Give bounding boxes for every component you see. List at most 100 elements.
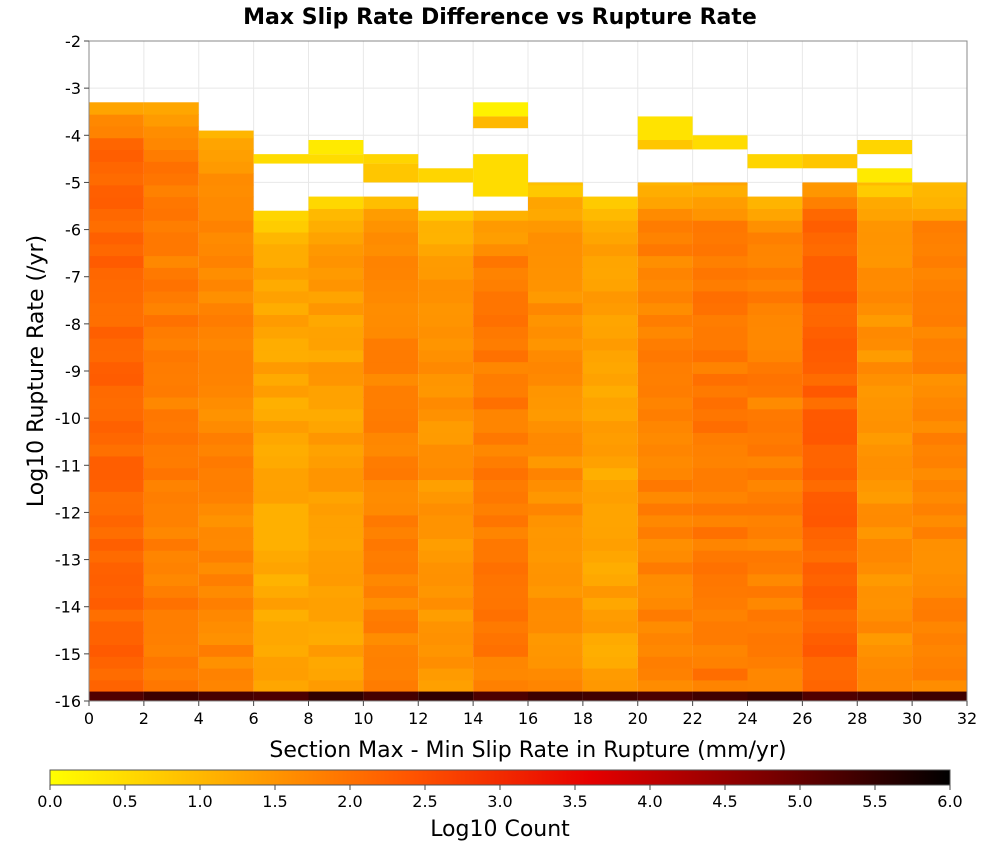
heatmap-cell [582, 550, 638, 563]
heatmap-cell [747, 279, 803, 292]
heatmap-cell [528, 479, 583, 492]
heatmap-cell [143, 632, 199, 646]
y-tick-label: -3 [65, 79, 81, 98]
heatmap-cell [912, 432, 967, 445]
heatmap-cell [692, 231, 748, 245]
heatmap-cell [857, 491, 913, 504]
heatmap-cell [747, 491, 803, 504]
heatmap-cell [143, 444, 199, 457]
heatmap-cell [363, 491, 419, 504]
heatmap-cell [802, 644, 858, 657]
heatmap-cell [528, 243, 583, 257]
heatmap-cell [308, 338, 364, 351]
heatmap-cell [637, 196, 693, 209]
heatmap-cell [857, 656, 913, 669]
heatmap-cell [582, 668, 638, 681]
heatmap-cell [143, 526, 199, 539]
colorbar-tick-label: 6.0 [937, 792, 962, 811]
heatmap-cell [418, 597, 474, 610]
heatmap-cell [473, 385, 528, 398]
heatmap-cell [582, 432, 638, 445]
heatmap-cell [253, 420, 309, 433]
heatmap-cell [473, 349, 528, 363]
heatmap-cell [473, 314, 528, 327]
heatmap-cell [637, 444, 693, 457]
y-tick-label: -5 [65, 173, 81, 192]
y-tick-label: -14 [55, 598, 81, 617]
heatmap-cell [198, 455, 254, 469]
heatmap-cell [473, 609, 528, 622]
heatmap-cell [89, 644, 144, 657]
heatmap-cell [857, 561, 913, 575]
heatmap-cell [253, 585, 309, 598]
heatmap-cell [692, 467, 748, 481]
heatmap-cell [802, 514, 858, 528]
heatmap-cell [363, 420, 419, 433]
heatmap-cell [418, 585, 474, 598]
heatmap-cell [363, 620, 419, 634]
heatmap-cell [143, 491, 199, 504]
heatmap-cell [528, 514, 583, 528]
heatmap-cell [528, 432, 583, 445]
heatmap-cell [418, 679, 474, 693]
heatmap-cell [308, 679, 364, 693]
heatmap-cell [198, 538, 254, 551]
heatmap-cell [89, 231, 144, 245]
heatmap-cell [637, 632, 693, 646]
heatmap-cell [747, 196, 803, 209]
colorbar-tick-label: 2.0 [337, 792, 362, 811]
heatmap-cell [253, 491, 309, 504]
colorbar-tick-label: 1.0 [187, 792, 212, 811]
heatmap-cell [253, 668, 309, 681]
heatmap-cell [857, 420, 913, 433]
heatmap-cell [528, 373, 583, 386]
heatmap-cell [143, 314, 199, 327]
heatmap-cell [473, 444, 528, 457]
heatmap-cell [473, 632, 528, 646]
heatmap-cell [582, 338, 638, 351]
heatmap-cell [363, 255, 419, 268]
heatmap-cell [473, 432, 528, 445]
heatmap-cell [89, 656, 144, 669]
heatmap-cell [582, 656, 638, 669]
heatmap-cell [857, 467, 913, 481]
heatmap-cell [253, 538, 309, 551]
heatmap-cell [912, 668, 967, 681]
heatmap-cell [747, 656, 803, 669]
heatmap-cell [692, 385, 748, 398]
heatmap-cell [802, 503, 858, 516]
heatmap-cell [582, 538, 638, 551]
heatmap-cell [363, 408, 419, 422]
heatmap-cell [912, 231, 967, 245]
heatmap-cell [692, 220, 748, 233]
heatmap-cell [637, 184, 693, 198]
heatmap-cell [253, 154, 309, 164]
heatmap-cell [582, 444, 638, 457]
heatmap-cell [857, 182, 913, 186]
heatmap-cell [747, 503, 803, 516]
heatmap-cell [89, 444, 144, 457]
heatmap-cell [418, 668, 474, 681]
heatmap-cell [253, 396, 309, 410]
heatmap-cell [418, 243, 474, 257]
heatmap-cell [198, 420, 254, 433]
heatmap-cell [582, 408, 638, 422]
heatmap-cell [473, 538, 528, 551]
heatmap-cell [747, 632, 803, 646]
heatmap-cell [418, 385, 474, 398]
heatmap-cell [89, 420, 144, 433]
heatmap-cell [692, 679, 748, 693]
heatmap-cell [143, 373, 199, 386]
heatmap-cell [308, 561, 364, 575]
heatmap-cell [692, 691, 748, 701]
heatmap-cell [473, 408, 528, 422]
heatmap-cell [802, 444, 858, 457]
heatmap-cell [857, 444, 913, 457]
heatmap-cell [473, 361, 528, 374]
heatmap-cell [253, 479, 309, 492]
heatmap-cell [143, 467, 199, 481]
heatmap-cell [89, 349, 144, 363]
heatmap-cell [802, 491, 858, 504]
heatmap-cell [692, 361, 748, 374]
heatmap-cell [747, 290, 803, 304]
